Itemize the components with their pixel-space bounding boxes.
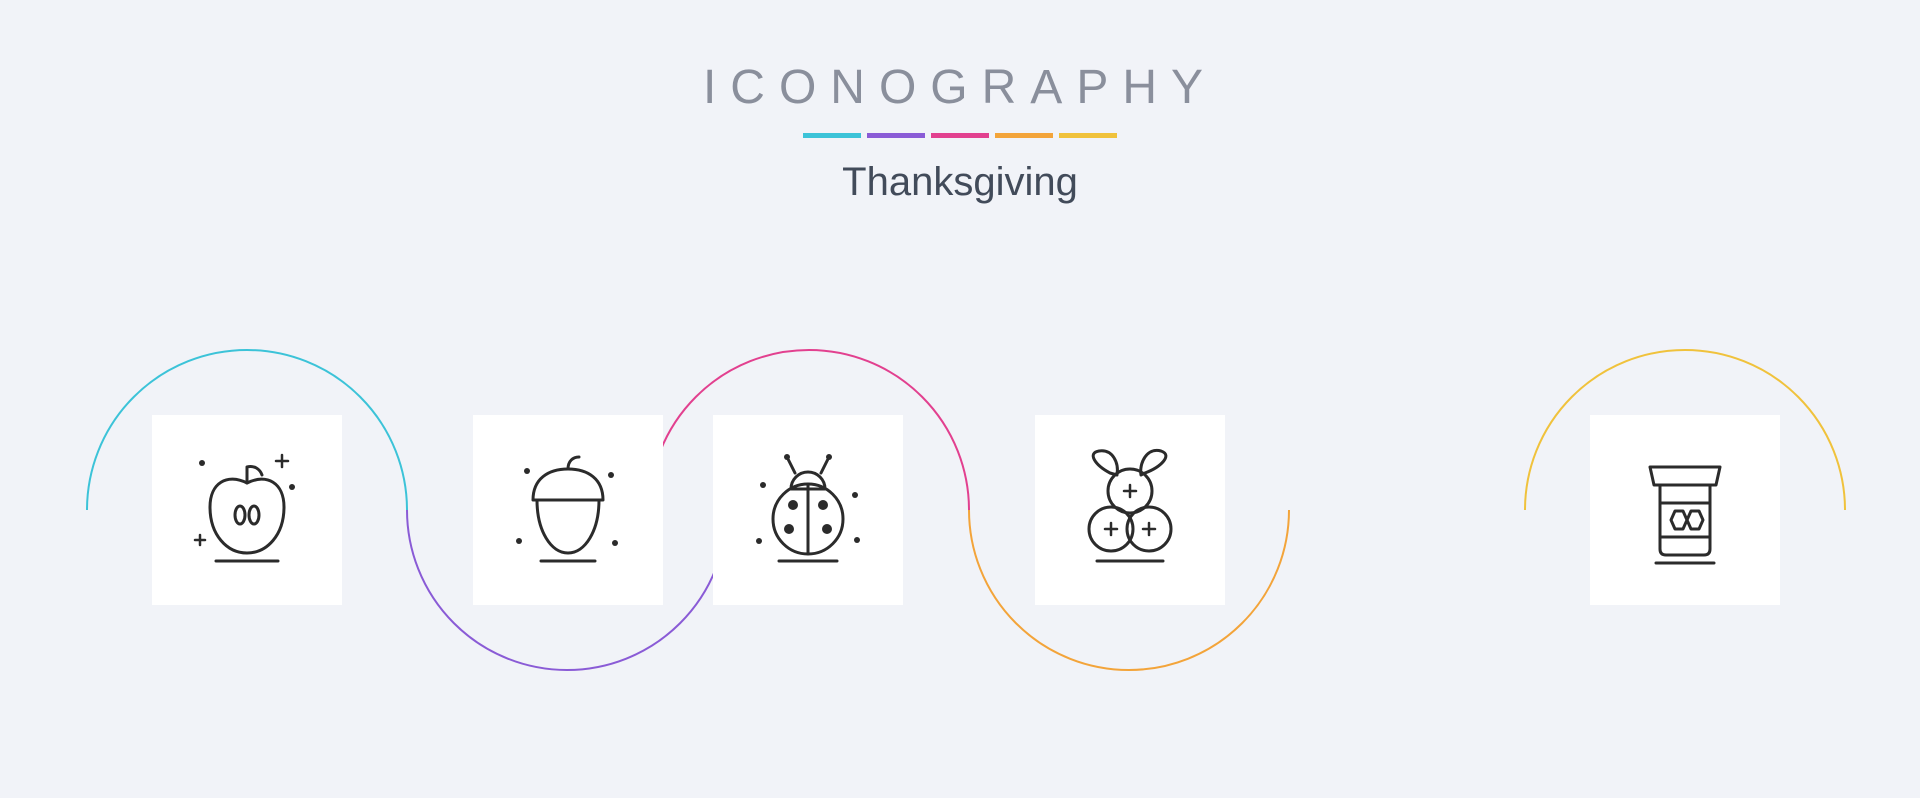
brand-title: ICONOGRAPHY [0, 60, 1920, 115]
icon-card-acorn [473, 415, 663, 605]
bar-2 [931, 133, 989, 138]
color-bars [0, 133, 1920, 138]
bar-4 [1059, 133, 1117, 138]
bar-1 [867, 133, 925, 138]
bar-3 [995, 133, 1053, 138]
icon-card-berries [1035, 415, 1225, 605]
icon-card-apple [152, 415, 342, 605]
bar-0 [803, 133, 861, 138]
berries-icon [1065, 445, 1195, 575]
pack-title: Thanksgiving [0, 160, 1920, 205]
ladybug-icon [743, 445, 873, 575]
icon-card-ladybug [713, 415, 903, 605]
icon-card-honey-jar [1590, 415, 1780, 605]
icon-stage [0, 300, 1920, 750]
honey-jar-icon [1620, 445, 1750, 575]
apple-icon [182, 445, 312, 575]
acorn-icon [503, 445, 633, 575]
header: ICONOGRAPHY Thanksgiving [0, 0, 1920, 205]
